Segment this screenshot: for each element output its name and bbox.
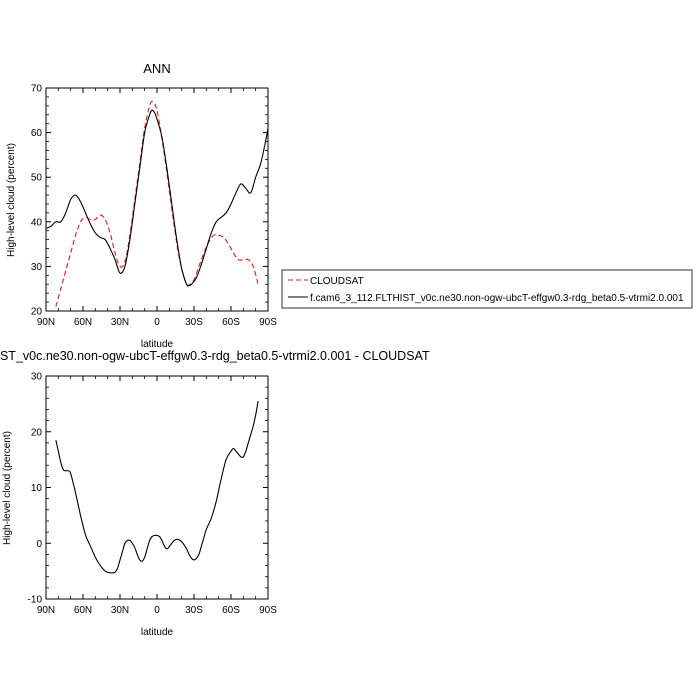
top-x-tick-label: 30S	[185, 317, 203, 328]
bottom-y-tick-label: 0	[36, 539, 42, 550]
top-y-axis-label: High-level cloud (percent)	[6, 143, 17, 257]
bottom-x-tick-label: 0	[154, 605, 160, 616]
top-y-tick-label: 70	[31, 84, 43, 95]
bottom-x-axis-label: latitude	[141, 627, 174, 638]
top-x-tick-label: 0	[154, 317, 160, 328]
bottom-axis-ticks: 90N 60N 30N 0 30S 60S 90S -10 0 10 20 30	[28, 372, 278, 617]
bottom-series-line-0	[55, 400, 259, 574]
bottom-y-tick-label: 20	[31, 427, 43, 438]
top-x-tick-label: 60S	[222, 317, 240, 328]
legend-label-model: f.cam6_3_112.FLTHIST_v0c.ne30.non-ogw-ub…	[310, 293, 684, 304]
bottom-x-tick-label: 90S	[259, 605, 277, 616]
top-chart-title: ANN	[143, 61, 170, 76]
bottom-chart-panel: f.cam6_3_112.FLTHIST_v0c.ne30.non-ogw-ub…	[0, 349, 430, 638]
bottom-x-tick-label: 30N	[111, 605, 129, 616]
top-x-axis-label: latitude	[141, 339, 174, 350]
top-y-tick-label: 30	[31, 262, 43, 273]
bottom-x-tick-label: 90N	[37, 605, 55, 616]
bottom-y-axis-label: High-level cloud (percent)	[2, 431, 13, 545]
top-axis-ticks: 90N 60N 30N 0 30S 60S 90S 20 30 40 50 60 70	[31, 84, 277, 329]
top-x-tick-label: 30N	[111, 317, 129, 328]
top-y-tick-label: 20	[31, 307, 43, 318]
bottom-x-tick-label: 60N	[74, 605, 92, 616]
bottom-y-tick-label: 30	[31, 372, 43, 383]
bottom-y-tick-label: 10	[31, 483, 43, 494]
top-chart-panel: ANN 90N 60N 30N 0 30S 60S 90S 20 30 40 50 60 70 lati…	[6, 61, 277, 350]
bottom-y-tick-label: -10	[28, 595, 43, 606]
bottom-series-group	[55, 400, 259, 574]
top-y-tick-label: 60	[31, 128, 43, 139]
top-series-line-1	[45, 109, 269, 287]
bottom-plot-frame	[45, 375, 269, 600]
legend-label-cloudsat: CLOUDSAT	[310, 276, 364, 287]
top-x-tick-label: 60N	[74, 317, 92, 328]
bottom-x-tick-label: 30S	[185, 605, 203, 616]
legend: CLOUDSAT f.cam6_3_112.FLTHIST_v0c.ne30.n…	[281, 269, 693, 309]
top-y-tick-label: 40	[31, 217, 43, 228]
top-y-tick-label: 50	[31, 173, 43, 184]
bottom-chart-title: f.cam6_3_112.FLTHIST_v0c.ne30.non-ogw-ub…	[0, 349, 430, 363]
top-x-tick-label: 90N	[37, 317, 55, 328]
top-x-tick-label: 90S	[259, 317, 277, 328]
bottom-x-tick-label: 60S	[222, 605, 240, 616]
top-series-group	[45, 100, 269, 307]
legend-box	[281, 269, 693, 309]
top-series-line-0	[55, 100, 259, 307]
